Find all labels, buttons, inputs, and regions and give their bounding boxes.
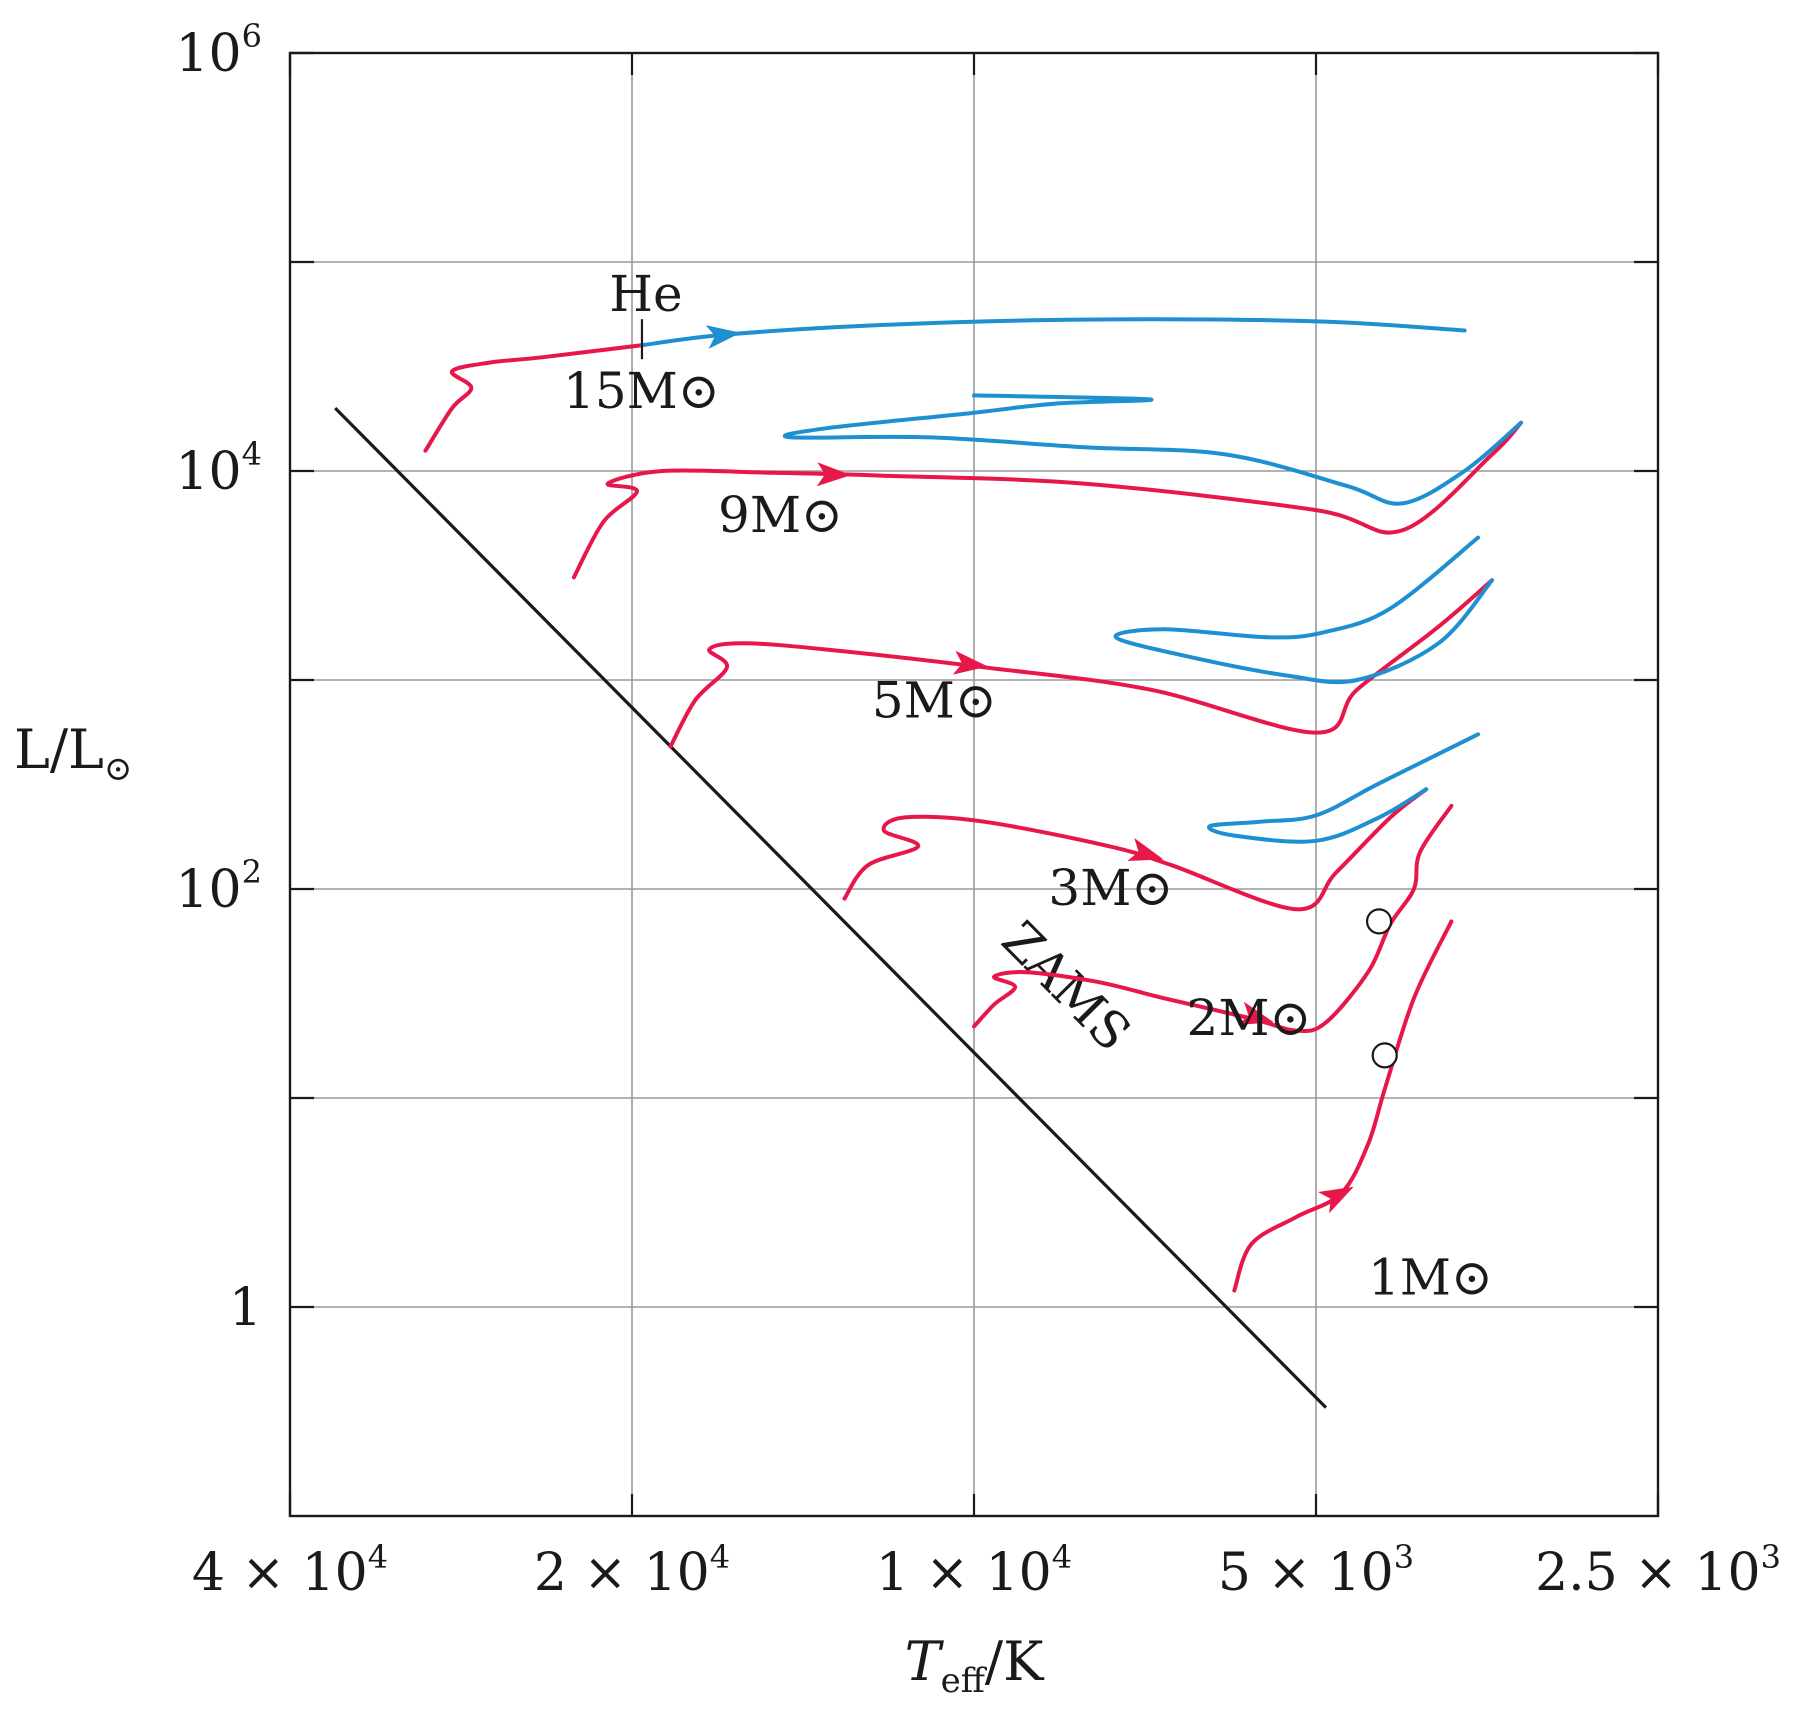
track-1m-arrow (1318, 1186, 1354, 1214)
track-mass-label: 5M⊙ (872, 672, 997, 730)
track-9m-arrow (816, 462, 852, 487)
y-axis-title: L/L⊙ (14, 718, 132, 789)
track-15m-helium (640, 317, 1467, 348)
track-3m-main (842, 787, 1429, 912)
marker-layer: He (609, 265, 1398, 1069)
track-15m-main (423, 343, 644, 453)
track-5m-helium (1113, 535, 1494, 685)
x-tick-label: 2.5 × 103 (1535, 1538, 1781, 1603)
y-tick-label: 104 (175, 435, 262, 502)
track-mass-label: 15M⊙ (563, 362, 720, 420)
track-layer (423, 317, 1523, 1293)
x-tick-label: 5 × 103 (1218, 1538, 1414, 1603)
arrow-layer (705, 325, 1354, 1214)
track-mass-label: 3M⊙ (1048, 859, 1173, 917)
zams-line (334, 406, 1328, 1409)
label-layer: 15M⊙ 9M⊙ 5M⊙ 3M⊙ 2M⊙ 1M⊙ (563, 362, 1493, 1306)
track-3m-arrow (1127, 837, 1164, 861)
grid-layer (290, 53, 1658, 1516)
track-9m-helium (782, 393, 1523, 506)
track-9m-main (571, 420, 1523, 580)
x-axis-title: Teff/K (905, 1630, 1046, 1701)
circle-marker (1365, 908, 1393, 935)
y-tick-label: 102 (175, 853, 262, 920)
x-tick-label: 1 × 104 (876, 1538, 1072, 1603)
x-tick-label: 2 × 104 (534, 1538, 730, 1603)
frame-layer (288, 51, 1660, 1518)
he-ignition-label: He (609, 265, 682, 323)
zams-layer: ZAMS (334, 406, 1328, 1409)
y-tick-label: 1 (229, 1278, 262, 1338)
track-1m-main (1232, 919, 1454, 1293)
track-mass-label: 2M⊙ (1187, 989, 1312, 1047)
track-mass-label: 9M⊙ (718, 486, 843, 544)
track-3m-helium (1206, 732, 1481, 844)
track-2m-arrow (1237, 1001, 1274, 1025)
axis-layer: 4 × 104 2 × 104 1 × 104 5 × 103 2.5 × 103 1 10… (14, 17, 1781, 1701)
track-15m-arrow (705, 325, 741, 349)
circle-marker (1371, 1042, 1398, 1069)
y-tick-label: 106 (175, 17, 262, 84)
track-5m-main (668, 578, 1494, 749)
track-mass-label: 1M⊙ (1368, 1248, 1493, 1306)
x-tick-label: 4 × 104 (192, 1538, 388, 1603)
track-5m-arrow (952, 650, 988, 675)
